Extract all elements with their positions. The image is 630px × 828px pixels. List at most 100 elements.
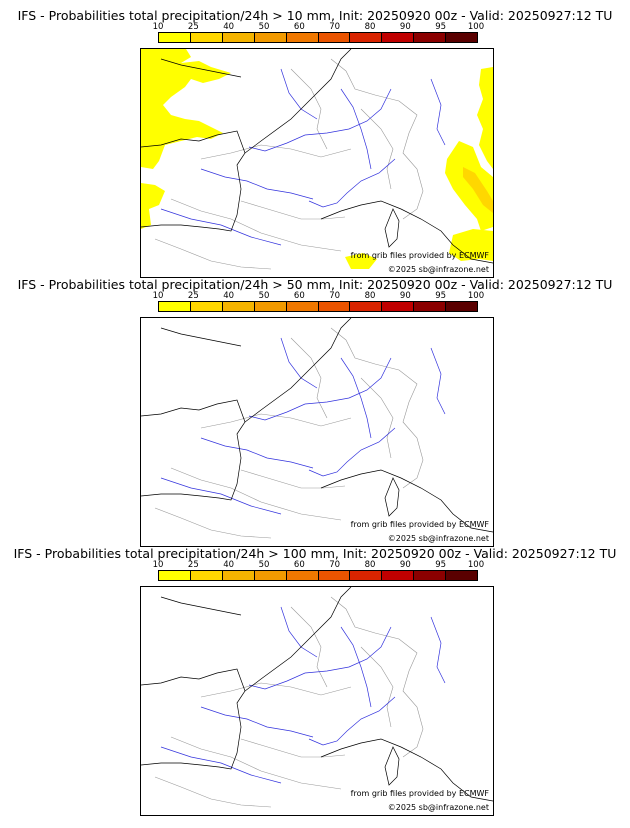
coastline	[141, 49, 493, 264]
map-graphic	[141, 318, 493, 539]
colorbar-tick-label: 95	[435, 22, 447, 32]
colorbar-tick-label: 50	[258, 22, 270, 32]
colorbar-segment	[414, 33, 447, 42]
rivers	[160, 606, 446, 784]
rivers	[160, 68, 446, 246]
colorbar-segment	[190, 302, 223, 311]
copyright-credit: ©2025 sb@infrazone.net	[387, 265, 489, 274]
colorbar-segment	[446, 302, 478, 311]
map-france-10mm: from grib files provided by ECMWF ©2025 …	[140, 48, 494, 278]
colorbar-segment	[350, 302, 383, 311]
probability-colorbar: 10 25 40 50 60 70 80 90 95 100	[153, 22, 484, 44]
colorbar-segment	[382, 33, 415, 42]
map-france-50mm: from grib files provided by ECMWF ©2025 …	[140, 317, 494, 547]
probability-area-west	[141, 183, 165, 229]
colorbar-tick-label: 100	[467, 291, 485, 301]
coastline	[141, 587, 493, 802]
colorbar-segment	[318, 571, 351, 580]
colorbar-segment	[222, 302, 255, 311]
panel-title: IFS - Probabilities total precipitation/…	[13, 546, 617, 561]
colorbar-tick-label: 10	[152, 22, 164, 32]
colorbar-tick-label: 95	[435, 291, 447, 301]
probability-area-northwest	[141, 49, 231, 169]
colorbar-segment	[159, 571, 191, 580]
colorbar-segment	[286, 33, 319, 42]
colorbar-segment	[446, 571, 478, 580]
probability-area-east	[477, 67, 493, 169]
rivers	[160, 337, 446, 515]
probability-area-sea	[345, 253, 377, 269]
panel-title: IFS - Probabilities total precipitation/…	[17, 8, 613, 23]
probability-colorbar: 10 25 40 50 60 70 80 90 95 100	[153, 560, 484, 582]
probability-areas	[141, 49, 493, 269]
colorbar-segment	[286, 571, 319, 580]
colorbar-tick-label: 90	[399, 560, 411, 570]
colorbar-tick-label: 80	[364, 291, 376, 301]
forecast-panel-100mm: IFS - Probabilities total precipitation/…	[0, 546, 630, 822]
colorbar-tick-label: 40	[223, 291, 235, 301]
map-france-100mm: from grib files provided by ECMWF ©2025 …	[140, 586, 494, 816]
colorbar-segment	[286, 302, 319, 311]
data-source-credit: from grib files provided by ECMWF	[350, 251, 489, 260]
colorbar-segment	[318, 33, 351, 42]
colorbar-segment	[350, 33, 383, 42]
colorbar-segment	[159, 302, 191, 311]
colorbar-tick-label: 90	[399, 291, 411, 301]
forecast-panel-50mm: IFS - Probabilities total precipitation/…	[0, 277, 630, 553]
colorbar-segment	[254, 33, 287, 42]
colorbar-segment	[446, 33, 478, 42]
colorbar-segment	[414, 302, 447, 311]
copyright-credit: ©2025 sb@infrazone.net	[387, 803, 489, 812]
colorbar-tick-label: 25	[187, 22, 199, 32]
colorbar-tick-label: 70	[329, 22, 341, 32]
colorbar-segment	[382, 302, 415, 311]
country-borders	[154, 58, 424, 270]
country-borders	[154, 596, 424, 808]
map-graphic	[141, 587, 493, 808]
copyright-credit: ©2025 sb@infrazone.net	[387, 534, 489, 543]
probability-colorbar: 10 25 40 50 60 70 80 90 95 100	[153, 291, 484, 313]
colorbar-tick-label: 25	[187, 291, 199, 301]
forecast-panel-10mm: IFS - Probabilities total precipitation/…	[0, 8, 630, 284]
colorbar-tick-label: 70	[329, 291, 341, 301]
colorbar-tick-label: 95	[435, 560, 447, 570]
colorbar-bar	[158, 301, 478, 312]
colorbar-segment	[190, 33, 223, 42]
colorbar-tick-label: 50	[258, 291, 270, 301]
colorbar-bar	[158, 570, 478, 581]
colorbar-tick-label: 10	[152, 560, 164, 570]
colorbar-segment	[350, 571, 383, 580]
colorbar-bar	[158, 32, 478, 43]
map-graphic	[141, 49, 493, 270]
colorbar-segment	[254, 302, 287, 311]
colorbar-segment	[254, 571, 287, 580]
colorbar-segment	[222, 33, 255, 42]
colorbar-tick-label: 70	[329, 560, 341, 570]
colorbar-tick-label: 10	[152, 291, 164, 301]
colorbar-tick-label: 100	[467, 560, 485, 570]
colorbar-segment	[222, 571, 255, 580]
country-borders	[154, 327, 424, 539]
colorbar-segment	[382, 571, 415, 580]
panel-title: IFS - Probabilities total precipitation/…	[17, 277, 613, 292]
data-source-credit: from grib files provided by ECMWF	[350, 789, 489, 798]
colorbar-tick-label: 80	[364, 22, 376, 32]
data-source-credit: from grib files provided by ECMWF	[350, 520, 489, 529]
probability-area-southeast	[449, 229, 493, 261]
coastline	[141, 318, 493, 533]
colorbar-tick-label: 80	[364, 560, 376, 570]
colorbar-tick-label: 60	[293, 560, 305, 570]
colorbar-tick-label: 60	[293, 291, 305, 301]
colorbar-tick-label: 40	[223, 560, 235, 570]
colorbar-tick-label: 50	[258, 560, 270, 570]
colorbar-tick-label: 100	[467, 22, 485, 32]
colorbar-tick-label: 25	[187, 560, 199, 570]
probability-area-alps	[445, 141, 493, 231]
colorbar-tick-label: 60	[293, 22, 305, 32]
colorbar-segment	[414, 571, 447, 580]
colorbar-segment	[159, 33, 191, 42]
colorbar-segment	[190, 571, 223, 580]
colorbar-segment	[318, 302, 351, 311]
colorbar-tick-label: 90	[399, 22, 411, 32]
colorbar-tick-label: 40	[223, 22, 235, 32]
